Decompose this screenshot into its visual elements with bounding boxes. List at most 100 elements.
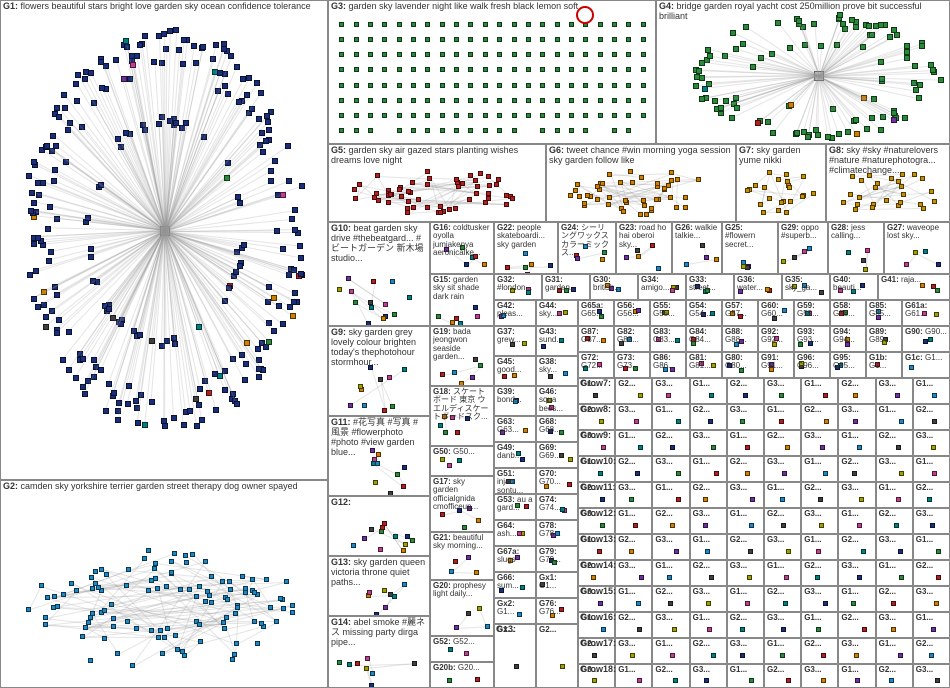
network-node	[123, 38, 129, 44]
network-node	[368, 128, 373, 133]
graph-area	[867, 301, 901, 325]
graph-panel-G15: G15: garden sky sit shade dark rain	[430, 274, 494, 326]
graph-panel-mini: G3...	[876, 534, 913, 560]
graph-panel-G19: G19: bada jeongwon seaside garden...	[430, 326, 494, 386]
network-node	[801, 174, 806, 179]
network-node	[497, 22, 502, 27]
network-node	[263, 344, 269, 350]
panel-label: G3...	[767, 380, 798, 388]
network-node	[675, 177, 680, 182]
panel-label: G2...	[618, 614, 649, 622]
network-node	[936, 575, 941, 580]
network-node	[781, 627, 786, 632]
network-node	[368, 98, 373, 103]
network-node	[674, 205, 679, 210]
graph-panel-mini: G3...	[578, 508, 615, 534]
graph-panel-mini: G3...	[838, 638, 875, 664]
panel-label: G1...	[879, 562, 910, 570]
network-node	[443, 430, 448, 435]
network-node	[222, 83, 228, 89]
graph-panel-mini: G2...	[913, 638, 950, 664]
network-node	[406, 199, 411, 204]
network-node	[899, 184, 904, 189]
panel-label: G3...	[730, 484, 761, 492]
panel-label: G2...	[581, 484, 612, 492]
network-node	[629, 549, 634, 554]
graph-area	[537, 443, 577, 467]
graph-area	[495, 573, 535, 597]
graph-panel-G38: G38: sky...	[536, 356, 578, 386]
network-node	[354, 37, 359, 42]
network-node	[783, 601, 788, 606]
graph-panel-G6: G6: tweet chance #win morning yoga sessi…	[546, 144, 736, 222]
graph-panel-mini: G1...	[727, 508, 764, 534]
network-node	[637, 678, 642, 683]
network-node	[642, 203, 647, 208]
graph-panel-Gx1: Gx1: G1...	[536, 572, 578, 598]
network-node	[811, 21, 817, 27]
network-node	[601, 338, 606, 343]
network-node	[512, 83, 517, 88]
panel-label: G1...	[693, 614, 724, 622]
graph-panel-mini: G3...	[764, 534, 801, 560]
network-node	[397, 113, 402, 118]
network-node	[512, 373, 517, 378]
panel-label: G3...	[767, 614, 798, 622]
network-node	[523, 428, 528, 433]
graph-panel-G5: G5: garden sky air gazed stars planting …	[328, 144, 546, 222]
network-node	[497, 83, 502, 88]
network-node	[467, 506, 472, 511]
network-node	[126, 567, 131, 572]
network-node	[669, 170, 674, 175]
graph-area	[329, 557, 429, 615]
network-node	[663, 367, 668, 372]
graph-panel-G1: G1: flowers beautiful stars bright love …	[0, 0, 328, 480]
network-node	[382, 83, 387, 88]
panel-label: G3...	[655, 458, 686, 466]
graph-panel-G64: G64: ash...	[494, 520, 536, 546]
network-node	[244, 340, 250, 346]
network-node	[923, 339, 928, 344]
network-node	[45, 226, 51, 232]
network-node	[339, 37, 344, 42]
network-node	[175, 647, 180, 652]
network-node	[598, 98, 603, 103]
network-node	[559, 430, 564, 435]
graph-panel-mini: G2...	[913, 560, 950, 586]
network-node	[626, 22, 631, 27]
network-node	[468, 67, 473, 72]
network-node	[714, 257, 719, 262]
network-node	[239, 352, 245, 358]
network-node	[440, 512, 445, 517]
network-node	[125, 401, 131, 407]
network-node	[346, 276, 351, 281]
graph-panel-mini: G2...	[801, 638, 838, 664]
network-node	[483, 67, 488, 72]
network-node	[460, 245, 465, 250]
network-node	[259, 621, 264, 626]
panel-label: G1...	[841, 510, 872, 518]
network-node	[254, 80, 260, 86]
network-node	[936, 549, 941, 554]
network-node	[372, 195, 377, 200]
graph-panel-mini: G3...	[913, 508, 950, 534]
network-node	[516, 451, 521, 456]
network-node	[861, 258, 866, 263]
graph-panel-G73: G73: G73...	[614, 352, 650, 378]
network-node	[524, 504, 529, 509]
graph-area	[431, 223, 493, 273]
network-node	[821, 678, 826, 683]
network-node	[397, 128, 402, 133]
network-node	[454, 128, 459, 133]
network-node	[178, 587, 183, 592]
graph-panel-G16: G16: coldtusker oyolla jumiakenya aeroni…	[430, 222, 494, 274]
graph-area: G3...G1...G2...G3...G1...G2...G3...G1...…	[578, 430, 950, 456]
graph-panel-G89: G89: G89...	[866, 326, 902, 352]
graph-area	[579, 327, 613, 351]
graph-panel-mini: G1...	[913, 456, 950, 482]
graph-area	[495, 327, 535, 355]
graph-area: G3...G1...G2...G3...G1...G2...G3...G1...…	[578, 508, 950, 534]
network-node	[540, 98, 545, 103]
graph-area	[559, 223, 615, 273]
graph-panel-mini: G1...	[615, 508, 652, 534]
